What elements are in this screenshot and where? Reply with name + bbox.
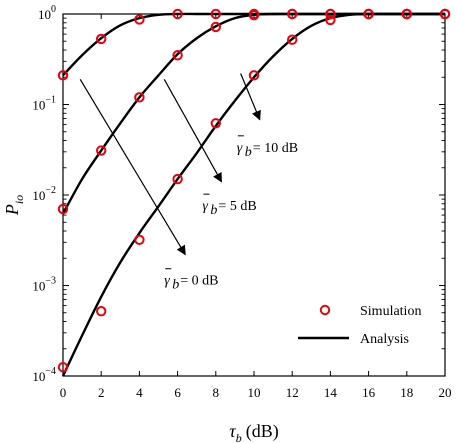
simulation-point-10db <box>172 8 183 20</box>
y-axis-title-sub: io <box>12 195 26 204</box>
gamma-subscript: b <box>210 203 217 218</box>
y-axis-title: Pio <box>2 195 26 216</box>
legend-simulation-label: Simulation <box>360 304 421 319</box>
x-axis-title-base: τ <box>229 421 236 441</box>
simulation-point-5db <box>172 50 183 61</box>
simulation-point-0db <box>134 234 145 245</box>
simulation-point-10db <box>134 14 145 25</box>
x-axis: 0 2 4 6 8 10 12 14 16 18 20 <box>60 14 452 400</box>
simulation-point-5db <box>210 21 222 33</box>
x-tick-label: 8 <box>213 385 220 400</box>
simulation-point-0db <box>57 362 69 373</box>
annotation-0db-arrow <box>79 78 186 256</box>
y-tick-label: 10−3 <box>32 276 56 294</box>
simulation-point-0db <box>287 34 298 45</box>
y-tick-exponent: 0 <box>51 4 56 15</box>
simulation-point-10db <box>363 8 374 20</box>
annotations: γ b = 10 dBγ b = 5 dBγ b = 0 dB <box>79 73 298 293</box>
annotation-5db-label: = 5 dB <box>218 199 256 214</box>
x-tick-label: 2 <box>98 385 105 400</box>
y-tick-label: 10−1 <box>32 95 56 113</box>
simulation-point-10db <box>287 8 298 20</box>
x-axis-title: τb (dB) <box>229 421 278 443</box>
x-tick-label: 18 <box>400 385 413 400</box>
simulation-markers <box>57 8 451 373</box>
gamma-symbol: γ <box>202 199 208 214</box>
annotation-5db-arrow <box>163 78 223 183</box>
y-tick-mantissa: 10 <box>38 7 51 22</box>
y-axis-title-base: P <box>2 204 22 216</box>
y-tick-exponent: −2 <box>45 185 56 196</box>
analysis-line-0db <box>61 12 445 377</box>
simulation-point-10db <box>248 8 260 20</box>
annotation-10db-arrow <box>240 73 261 121</box>
x-tick-label: 10 <box>248 385 261 400</box>
legend-analysis-label: Analysis <box>360 332 409 347</box>
y-tick-exponent: −4 <box>45 366 56 377</box>
gamma-symbol: γ <box>237 141 243 156</box>
y-tick-mantissa: 10 <box>32 98 45 113</box>
annotation-0db-label-group: γ b = 0 dB <box>164 268 218 293</box>
legend: Simulation Analysis <box>298 304 421 347</box>
analysis-lines <box>61 12 445 377</box>
y-tick-mantissa: 10 <box>32 188 45 203</box>
simulation-point-0db <box>325 14 336 26</box>
x-axis-title-unit: (dB) <box>246 421 279 442</box>
annotation-10db-label-group: γ b = 10 dB <box>237 135 298 160</box>
y-tick-mantissa: 10 <box>32 279 45 294</box>
simulation-point-10db <box>401 8 412 20</box>
annotation-0db-label: = 0 dB <box>180 274 218 289</box>
simulation-point-0db <box>248 70 260 81</box>
annotation-10db-label: = 10 dB <box>253 141 298 156</box>
y-tick-exponent: −3 <box>45 276 56 287</box>
x-tick-label: 4 <box>136 385 143 400</box>
simulation-point-10db <box>57 70 69 81</box>
gamma-subscript: b <box>172 278 179 293</box>
x-tick-label: 16 <box>362 385 376 400</box>
x-tick-label: 0 <box>60 385 67 400</box>
simulation-point-5db <box>57 203 69 215</box>
x-tick-label: 6 <box>174 385 181 400</box>
simulation-point-5db <box>96 145 107 156</box>
analysis-line-5db <box>61 12 445 215</box>
y-tick-label: 10−2 <box>32 185 56 203</box>
legend-simulation-marker <box>319 304 331 316</box>
simulation-point-10db <box>210 8 222 20</box>
y-tick-label: 100 <box>38 4 56 22</box>
simulation-point-0db <box>210 118 222 129</box>
simulation-point-0db <box>172 173 183 185</box>
gamma-symbol: γ <box>164 274 170 289</box>
simulation-point-10db <box>96 33 107 45</box>
annotation-5db-label-group: γ b = 5 dB <box>202 193 257 218</box>
simulation-point-0db <box>96 306 107 317</box>
simulation-point-10db <box>439 8 451 20</box>
simulation-point-5db <box>134 92 145 103</box>
x-axis-title-sub: b <box>236 431 242 443</box>
gamma-subscript: b <box>245 145 252 160</box>
analysis-line-10db <box>62 12 445 77</box>
x-tick-label: 20 <box>439 385 452 400</box>
y-tick-exponent: −1 <box>45 95 56 106</box>
y-tick-label: 10−4 <box>32 366 56 384</box>
simulation-point-10db <box>325 8 336 20</box>
y-tick-mantissa: 10 <box>32 369 45 384</box>
x-tick-label: 14 <box>324 385 338 400</box>
x-tick-label: 12 <box>286 385 299 400</box>
plot-frame <box>62 13 446 377</box>
